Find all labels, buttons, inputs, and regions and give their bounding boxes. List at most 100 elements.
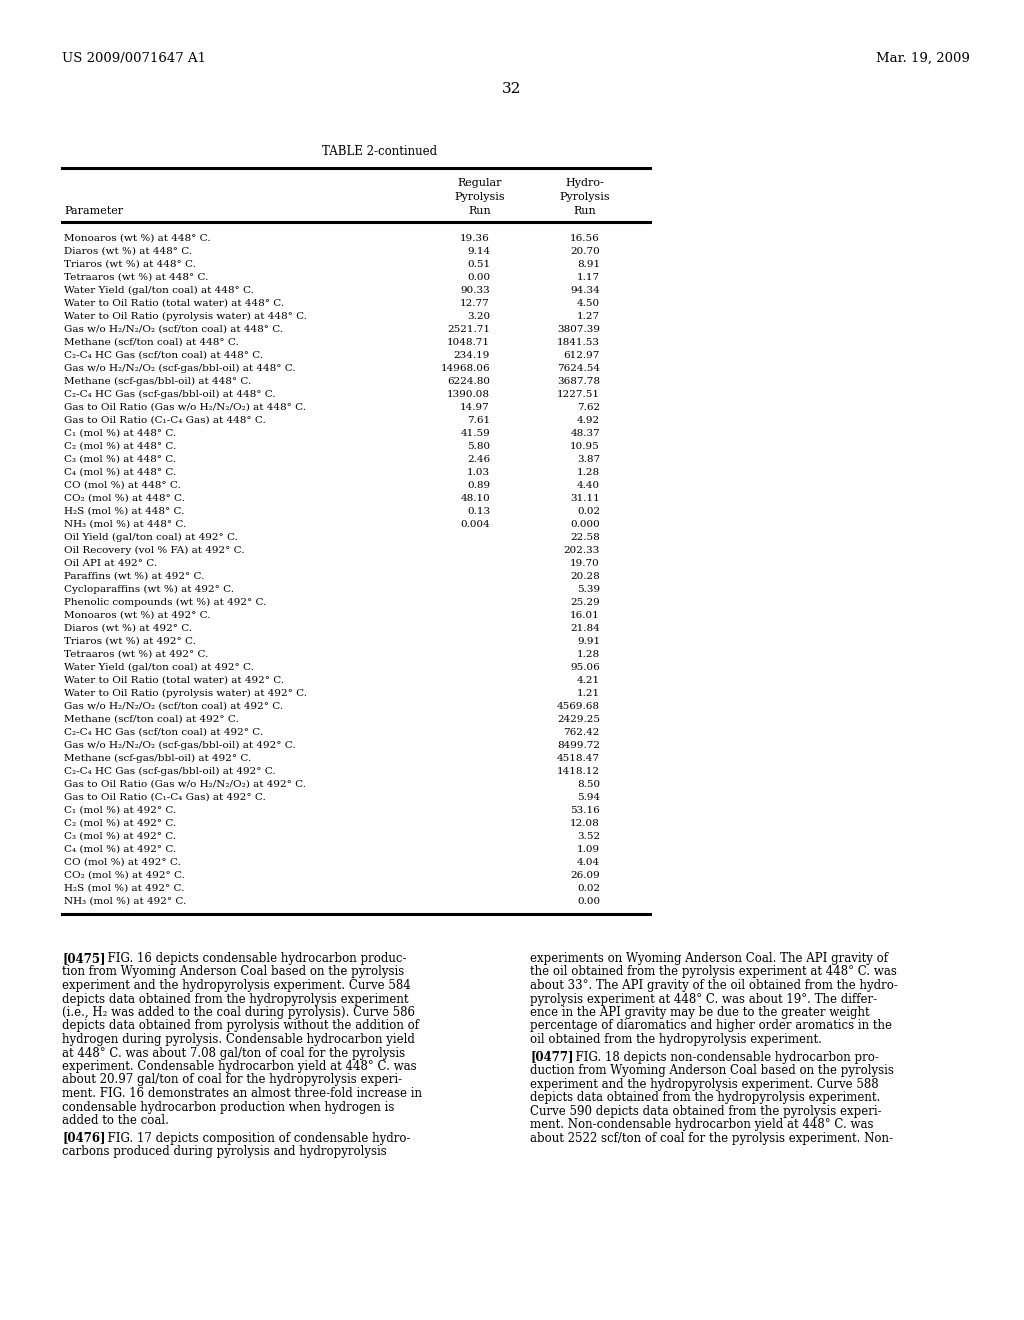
Text: Tetraaros (wt %) at 448° C.: Tetraaros (wt %) at 448° C.	[63, 273, 208, 282]
Text: 1841.53: 1841.53	[557, 338, 600, 347]
Text: Curve 590 depicts data obtained from the pyrolysis experi-: Curve 590 depicts data obtained from the…	[530, 1105, 882, 1118]
Text: 3.87: 3.87	[577, 455, 600, 465]
Text: Gas to Oil Ratio (C₁-C₄ Gas) at 448° C.: Gas to Oil Ratio (C₁-C₄ Gas) at 448° C.	[63, 416, 266, 425]
Text: 0.51: 0.51	[467, 260, 490, 269]
Text: carbons produced during pyrolysis and hydropyrolysis: carbons produced during pyrolysis and hy…	[62, 1144, 387, 1158]
Text: 16.56: 16.56	[570, 234, 600, 243]
Text: 0.00: 0.00	[577, 898, 600, 906]
Text: CO (mol %) at 492° C.: CO (mol %) at 492° C.	[63, 858, 181, 867]
Text: 22.58: 22.58	[570, 533, 600, 543]
Text: (i.e., H₂ was added to the coal during pyrolysis). Curve 586: (i.e., H₂ was added to the coal during p…	[62, 1006, 415, 1019]
Text: 20.28: 20.28	[570, 572, 600, 581]
Text: H₂S (mol %) at 448° C.: H₂S (mol %) at 448° C.	[63, 507, 184, 516]
Text: Gas w/o H₂/N₂/O₂ (scf-gas/bbl-oil) at 448° C.: Gas w/o H₂/N₂/O₂ (scf-gas/bbl-oil) at 44…	[63, 364, 296, 374]
Text: 26.09: 26.09	[570, 871, 600, 880]
Text: condensable hydrocarbon production when hydrogen is: condensable hydrocarbon production when …	[62, 1101, 394, 1114]
Text: the oil obtained from the pyrolysis experiment at 448° C. was: the oil obtained from the pyrolysis expe…	[530, 965, 897, 978]
Text: 21.84: 21.84	[570, 624, 600, 634]
Text: CO₂ (mol %) at 448° C.: CO₂ (mol %) at 448° C.	[63, 494, 185, 503]
Text: 19.36: 19.36	[460, 234, 490, 243]
Text: FIG. 16 depicts condensable hydrocarbon produc-: FIG. 16 depicts condensable hydrocarbon …	[100, 952, 407, 965]
Text: 31.11: 31.11	[570, 494, 600, 503]
Text: experiment. Condensable hydrocarbon yield at 448° C. was: experiment. Condensable hydrocarbon yiel…	[62, 1060, 417, 1073]
Text: 234.19: 234.19	[454, 351, 490, 360]
Text: 4.40: 4.40	[577, 480, 600, 490]
Text: 7624.54: 7624.54	[557, 364, 600, 374]
Text: Triaros (wt %) at 492° C.: Triaros (wt %) at 492° C.	[63, 638, 196, 645]
Text: 20.70: 20.70	[570, 247, 600, 256]
Text: 612.97: 612.97	[563, 351, 600, 360]
Text: Water Yield (gal/ton coal) at 448° C.: Water Yield (gal/ton coal) at 448° C.	[63, 286, 254, 296]
Text: tion from Wyoming Anderson Coal based on the pyrolysis: tion from Wyoming Anderson Coal based on…	[62, 965, 404, 978]
Text: C₃ (mol %) at 492° C.: C₃ (mol %) at 492° C.	[63, 832, 176, 841]
Text: Paraffins (wt %) at 492° C.: Paraffins (wt %) at 492° C.	[63, 572, 205, 581]
Text: 19.70: 19.70	[570, 558, 600, 568]
Text: 1.17: 1.17	[577, 273, 600, 282]
Text: Gas w/o H₂/N₂/O₂ (scf/ton coal) at 492° C.: Gas w/o H₂/N₂/O₂ (scf/ton coal) at 492° …	[63, 702, 283, 711]
Text: Gas to Oil Ratio (Gas w/o H₂/N₂/O₂) at 448° C.: Gas to Oil Ratio (Gas w/o H₂/N₂/O₂) at 4…	[63, 403, 306, 412]
Text: 6224.80: 6224.80	[447, 378, 490, 385]
Text: 0.02: 0.02	[577, 507, 600, 516]
Text: 3.52: 3.52	[577, 832, 600, 841]
Text: experiment and the hydropyrolysis experiment. Curve 588: experiment and the hydropyrolysis experi…	[530, 1077, 879, 1090]
Text: 4.50: 4.50	[577, 300, 600, 308]
Text: 0.000: 0.000	[570, 520, 600, 529]
Text: NH₃ (mol %) at 492° C.: NH₃ (mol %) at 492° C.	[63, 898, 186, 906]
Text: 48.37: 48.37	[570, 429, 600, 438]
Text: [0477]: [0477]	[530, 1051, 573, 1064]
Text: C₂-C₄ HC Gas (scf/ton coal) at 448° C.: C₂-C₄ HC Gas (scf/ton coal) at 448° C.	[63, 351, 263, 360]
Text: Parameter: Parameter	[63, 206, 123, 216]
Text: Water to Oil Ratio (pyrolysis water) at 448° C.: Water to Oil Ratio (pyrolysis water) at …	[63, 312, 307, 321]
Text: C₂-C₄ HC Gas (scf/ton coal) at 492° C.: C₂-C₄ HC Gas (scf/ton coal) at 492° C.	[63, 729, 263, 737]
Text: percentage of diaromatics and higher order aromatics in the: percentage of diaromatics and higher ord…	[530, 1019, 892, 1032]
Text: Run: Run	[469, 206, 492, 216]
Text: [0475]: [0475]	[62, 952, 105, 965]
Text: C₂ (mol %) at 448° C.: C₂ (mol %) at 448° C.	[63, 442, 176, 451]
Text: 14.97: 14.97	[460, 403, 490, 412]
Text: 0.13: 0.13	[467, 507, 490, 516]
Text: Phenolic compounds (wt %) at 492° C.: Phenolic compounds (wt %) at 492° C.	[63, 598, 266, 607]
Text: C₂-C₄ HC Gas (scf-gas/bbl-oil) at 448° C.: C₂-C₄ HC Gas (scf-gas/bbl-oil) at 448° C…	[63, 389, 275, 399]
Text: Run: Run	[573, 206, 596, 216]
Text: 202.33: 202.33	[563, 546, 600, 554]
Text: Monoaros (wt %) at 492° C.: Monoaros (wt %) at 492° C.	[63, 611, 211, 620]
Text: C₂ (mol %) at 492° C.: C₂ (mol %) at 492° C.	[63, 818, 176, 828]
Text: about 20.97 gal/ton of coal for the hydropyrolysis experi-: about 20.97 gal/ton of coal for the hydr…	[62, 1073, 402, 1086]
Text: 9.91: 9.91	[577, 638, 600, 645]
Text: Triaros (wt %) at 448° C.: Triaros (wt %) at 448° C.	[63, 260, 196, 269]
Text: FIG. 18 depicts non-condensable hydrocarbon pro-: FIG. 18 depicts non-condensable hydrocar…	[568, 1051, 879, 1064]
Text: 16.01: 16.01	[570, 611, 600, 620]
Text: 25.29: 25.29	[570, 598, 600, 607]
Text: Water Yield (gal/ton coal) at 492° C.: Water Yield (gal/ton coal) at 492° C.	[63, 663, 254, 672]
Text: Water to Oil Ratio (total water) at 492° C.: Water to Oil Ratio (total water) at 492°…	[63, 676, 284, 685]
Text: 12.08: 12.08	[570, 818, 600, 828]
Text: Hydro-: Hydro-	[565, 178, 604, 187]
Text: 10.95: 10.95	[570, 442, 600, 451]
Text: CO₂ (mol %) at 492° C.: CO₂ (mol %) at 492° C.	[63, 871, 185, 880]
Text: 4518.47: 4518.47	[557, 754, 600, 763]
Text: 5.94: 5.94	[577, 793, 600, 803]
Text: Oil Recovery (vol % FA) at 492° C.: Oil Recovery (vol % FA) at 492° C.	[63, 546, 245, 556]
Text: C₂-C₄ HC Gas (scf-gas/bbl-oil) at 492° C.: C₂-C₄ HC Gas (scf-gas/bbl-oil) at 492° C…	[63, 767, 275, 776]
Text: Gas w/o H₂/N₂/O₂ (scf-gas/bbl-oil) at 492° C.: Gas w/o H₂/N₂/O₂ (scf-gas/bbl-oil) at 49…	[63, 741, 296, 750]
Text: Methane (scf-gas/bbl-oil) at 448° C.: Methane (scf-gas/bbl-oil) at 448° C.	[63, 378, 251, 387]
Text: FIG. 17 depicts composition of condensable hydro-: FIG. 17 depicts composition of condensab…	[100, 1131, 411, 1144]
Text: experiments on Wyoming Anderson Coal. The API gravity of: experiments on Wyoming Anderson Coal. Th…	[530, 952, 888, 965]
Text: 5.39: 5.39	[577, 585, 600, 594]
Text: oil obtained from the hydropyrolysis experiment.: oil obtained from the hydropyrolysis exp…	[530, 1034, 822, 1045]
Text: 4.92: 4.92	[577, 416, 600, 425]
Text: 4.21: 4.21	[577, 676, 600, 685]
Text: at 448° C. was about 7.08 gal/ton of coal for the pyrolysis: at 448° C. was about 7.08 gal/ton of coa…	[62, 1047, 406, 1060]
Text: 8499.72: 8499.72	[557, 741, 600, 750]
Text: experiment and the hydropyrolysis experiment. Curve 584: experiment and the hydropyrolysis experi…	[62, 979, 411, 993]
Text: 53.16: 53.16	[570, 807, 600, 814]
Text: depicts data obtained from the hydropyrolysis experiment.: depicts data obtained from the hydropyro…	[530, 1092, 881, 1104]
Text: Methane (scf/ton coal) at 492° C.: Methane (scf/ton coal) at 492° C.	[63, 715, 239, 723]
Text: 2429.25: 2429.25	[557, 715, 600, 723]
Text: Diaros (wt %) at 448° C.: Diaros (wt %) at 448° C.	[63, 247, 193, 256]
Text: Methane (scf/ton coal) at 448° C.: Methane (scf/ton coal) at 448° C.	[63, 338, 239, 347]
Text: C₄ (mol %) at 492° C.: C₄ (mol %) at 492° C.	[63, 845, 176, 854]
Text: Regular: Regular	[458, 178, 502, 187]
Text: TABLE 2-continued: TABLE 2-continued	[323, 145, 437, 158]
Text: 1390.08: 1390.08	[447, 389, 490, 399]
